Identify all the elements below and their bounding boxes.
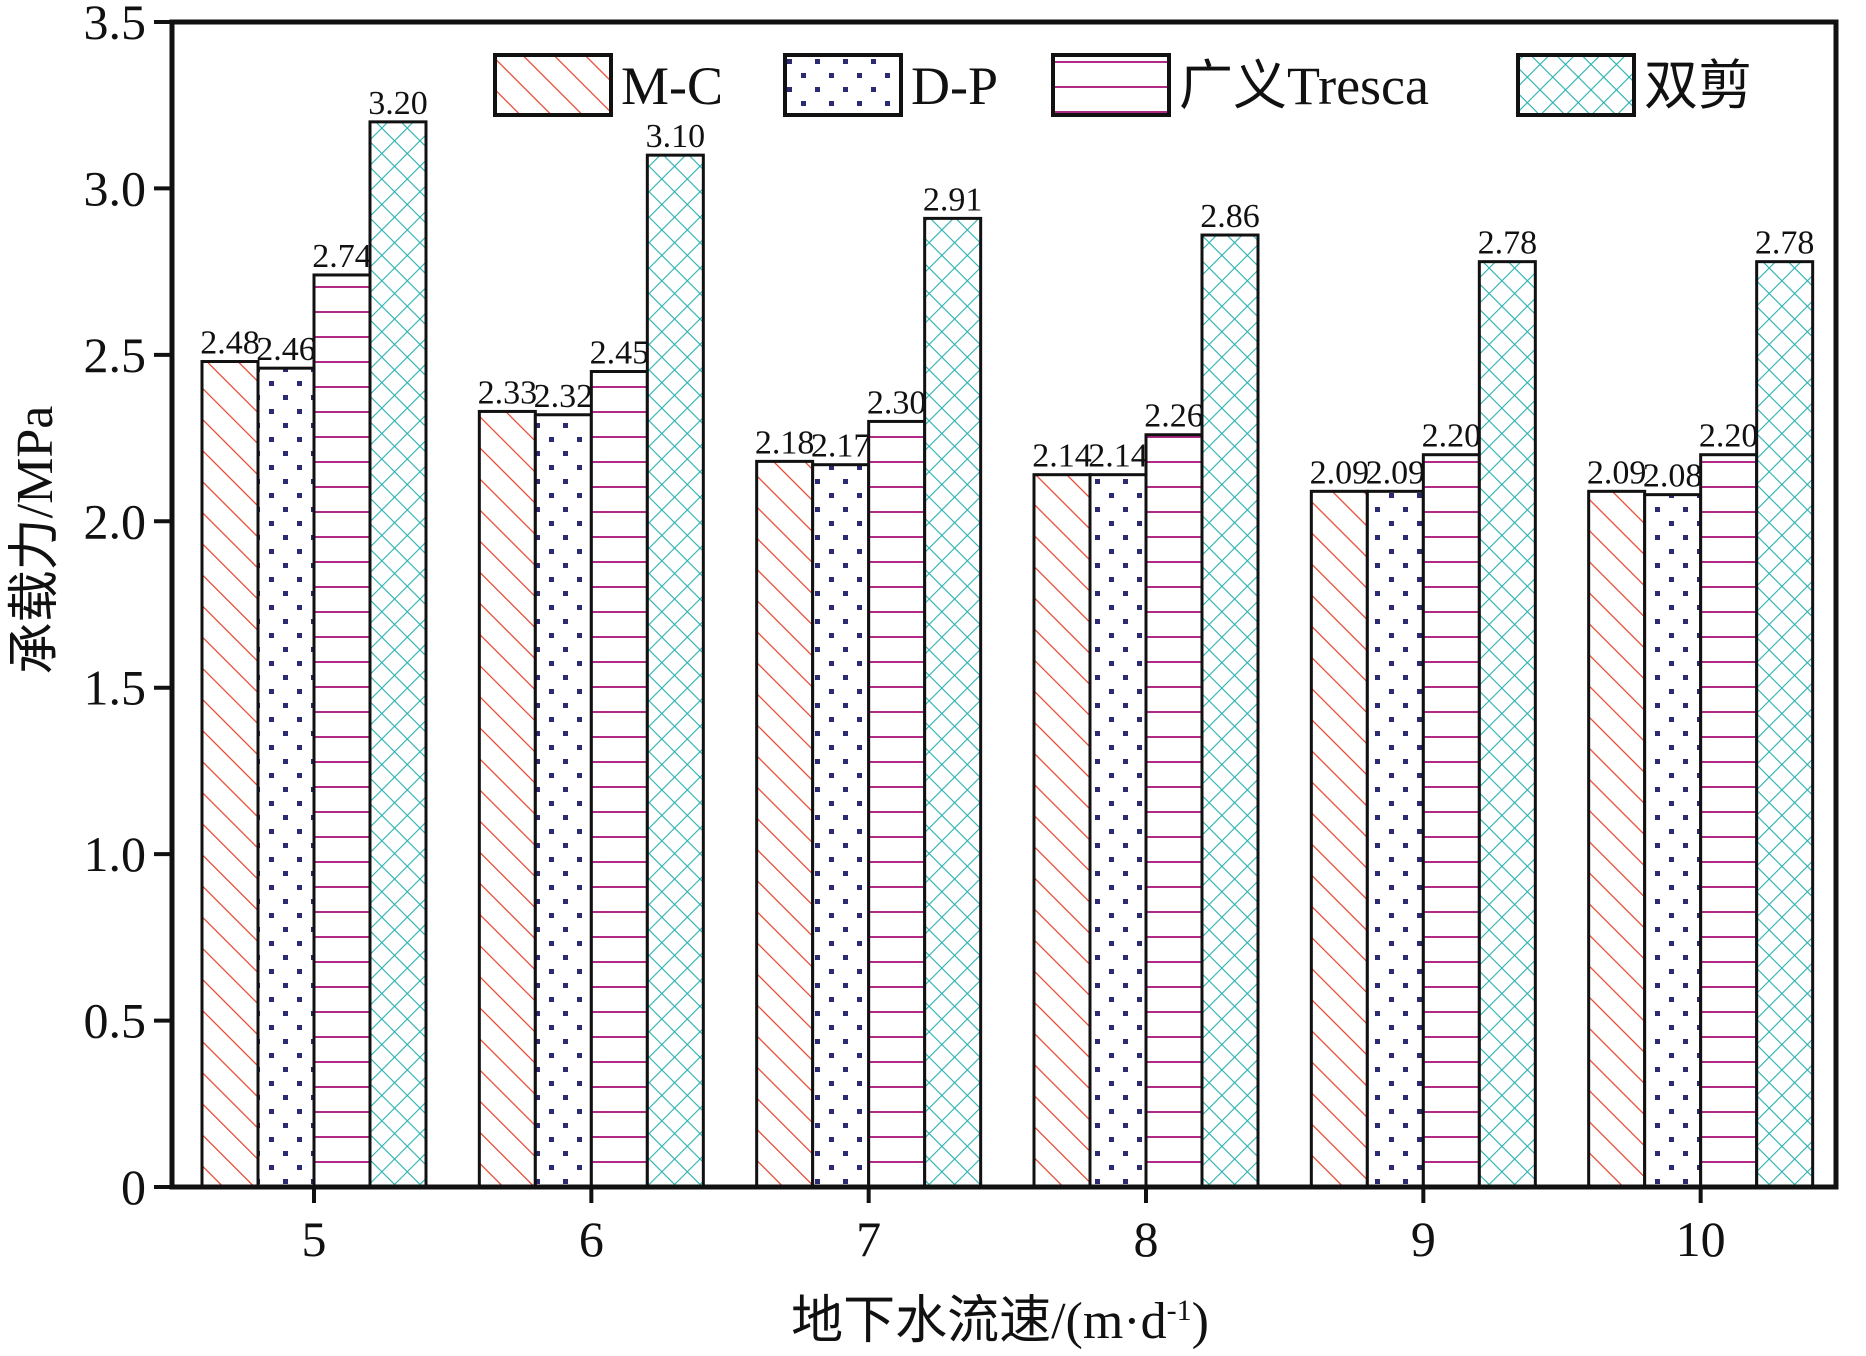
data-label-双剪-5: 3.20: [368, 85, 428, 122]
bar-M-C-9: [1309, 489, 1369, 1189]
y-tick-label: 0: [121, 1159, 146, 1215]
data-label-D-P-10: 2.08: [1643, 458, 1703, 495]
data-label-D-P-9: 2.09: [1366, 454, 1426, 491]
bar-广义Tresca-8: [1144, 433, 1204, 1189]
bar-D-P-7: [811, 463, 871, 1189]
data-label-D-P-5: 2.46: [256, 331, 316, 368]
bars-layer: [200, 120, 1815, 1189]
y-tick-label: 1.5: [84, 660, 147, 716]
bar-双剪-6: [645, 153, 705, 1189]
data-label-M-C-8: 2.14: [1032, 438, 1092, 475]
data-label-M-C-6: 2.33: [478, 374, 538, 411]
bar-D-P-6: [533, 413, 593, 1189]
data-label-广义Tresca-6: 2.45: [590, 335, 650, 372]
data-label-M-C-7: 2.18: [755, 424, 815, 461]
legend-swatch-M-C: [493, 53, 613, 117]
data-label-M-C-5: 2.48: [200, 325, 260, 362]
x-axis-title-superscript: -1: [1167, 1294, 1192, 1327]
data-label-广义Tresca-9: 2.20: [1422, 418, 1482, 455]
bar-广义Tresca-9: [1421, 453, 1481, 1189]
legend-label-广义Tresca: 广义Tresca: [1179, 56, 1429, 116]
bar-双剪-5: [368, 120, 428, 1189]
y-tick-label: 3.0: [84, 160, 147, 216]
legend-label-M-C: M-C: [621, 56, 723, 116]
x-tick-label: 10: [1676, 1211, 1726, 1267]
y-tick-label: 1.0: [84, 826, 147, 882]
data-label-广义Tresca-8: 2.26: [1144, 398, 1204, 435]
bar-双剪-9: [1477, 260, 1537, 1189]
y-axis: 0 0.5 1.0 1.5 2.0 2.5 3.0 3.5: [84, 0, 172, 1215]
data-label-M-C-10: 2.09: [1587, 454, 1647, 491]
data-label-双剪-9: 2.78: [1478, 225, 1538, 262]
data-label-D-P-7: 2.17: [811, 428, 871, 465]
y-axis-title: 承载力/MPa: [7, 406, 64, 675]
x-tick-label: 9: [1411, 1211, 1436, 1267]
data-label-广义Tresca-7: 2.30: [867, 384, 927, 421]
bar-D-P-5: [256, 366, 316, 1189]
data-label-双剪-6: 3.10: [646, 118, 706, 155]
x-axis-title-tail: ): [1192, 1293, 1209, 1350]
y-tick-label: 0.5: [84, 993, 147, 1049]
bar-M-C-10: [1587, 489, 1647, 1189]
x-axis-title: 地下水流速/(m·d-1): [791, 1293, 1209, 1350]
bar-广义Tresca-7: [867, 419, 927, 1189]
data-label-双剪-8: 2.86: [1200, 198, 1260, 235]
data-label-广义Tresca-5: 2.74: [312, 238, 372, 275]
x-tick-label: 5: [302, 1211, 327, 1267]
y-tick-label: 3.5: [84, 0, 147, 50]
legend: M-C D-P 广义Tresca 双剪: [493, 53, 1752, 117]
legend-swatch-广义Tresca: [1051, 53, 1171, 117]
data-label-广义Tresca-10: 2.20: [1699, 418, 1759, 455]
data-label-双剪-10: 2.78: [1755, 225, 1815, 262]
x-axis: 5 6 7 8 9 10: [302, 1187, 1726, 1267]
bar-广义Tresca-5: [312, 273, 372, 1189]
bar-广义Tresca-6: [589, 370, 649, 1189]
x-tick-label: 8: [1134, 1211, 1159, 1267]
bar-双剪-10: [1755, 260, 1815, 1189]
bar-D-P-9: [1365, 489, 1425, 1189]
bar-M-C-6: [477, 409, 537, 1189]
data-label-双剪-7: 2.91: [923, 181, 983, 218]
data-label-M-C-9: 2.09: [1310, 454, 1370, 491]
legend-label-D-P: D-P: [911, 56, 998, 116]
bar-D-P-8: [1088, 473, 1148, 1189]
bar-M-C-5: [200, 360, 260, 1189]
legend-swatch-D-P: [783, 53, 903, 117]
legend-label-双剪: 双剪: [1644, 56, 1752, 116]
data-label-D-P-8: 2.14: [1088, 438, 1148, 475]
plot-frame: [169, 19, 1839, 1190]
y-tick-label: 2.5: [84, 327, 147, 383]
x-tick-label: 6: [579, 1211, 604, 1267]
data-labels-layer: 2.482.332.18 2.14 2.09 2.092.462.322.17 2.14…: [200, 85, 1814, 495]
bar-双剪-8: [1200, 233, 1260, 1189]
bar-M-C-8: [1032, 473, 1092, 1189]
bar-广义Tresca-10: [1699, 453, 1759, 1189]
bar-D-P-10: [1643, 493, 1703, 1189]
data-label-D-P-6: 2.32: [534, 378, 594, 415]
y-tick-label: 2.0: [84, 493, 147, 549]
x-axis-title-main: 地下水流速/(m·d: [791, 1293, 1167, 1350]
bar-M-C-7: [755, 459, 815, 1189]
bar-双剪-7: [923, 216, 983, 1189]
x-tick-label: 7: [856, 1211, 881, 1267]
legend-swatch-双剪: [1516, 53, 1636, 117]
